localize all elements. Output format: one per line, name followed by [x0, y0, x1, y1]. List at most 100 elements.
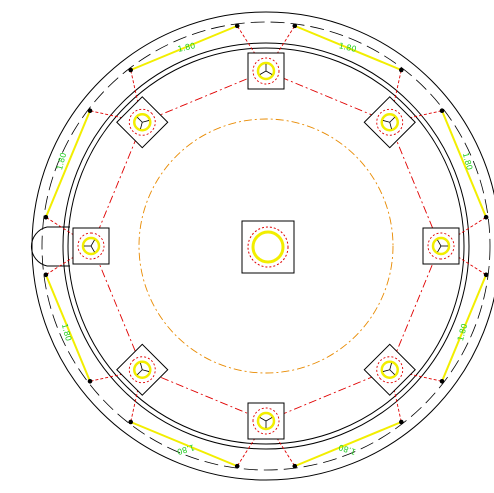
- column-node: [116, 343, 169, 396]
- black-dot: [399, 67, 404, 73]
- node-yellow-ring: [81, 236, 101, 256]
- node-red-circle: [252, 57, 280, 85]
- red-spoke-line: [130, 69, 143, 123]
- red-spoke-line: [89, 369, 143, 382]
- black-dot: [87, 108, 93, 113]
- node-tripod-line: [437, 245, 442, 253]
- node-tripod-line: [137, 369, 143, 375]
- dimension-label: 1.80: [461, 152, 474, 172]
- node-tripod-line: [382, 369, 390, 372]
- black-dot: [43, 214, 49, 220]
- yellow-segment: [130, 24, 238, 71]
- black-dot: [483, 272, 489, 278]
- node-tripod-line: [389, 362, 392, 370]
- node-tripod-line: [389, 117, 395, 123]
- outer-ring-dashed: [41, 21, 491, 471]
- yellow-segment: [294, 421, 402, 468]
- black-dot: [439, 379, 445, 384]
- red-spoke-lines: [45, 25, 487, 467]
- red-spoke-line: [45, 216, 92, 247]
- yellow-segment: [294, 24, 402, 71]
- center-pile-yellow-ring: [251, 230, 285, 264]
- yellow-segment: [441, 110, 488, 218]
- node-yellow-ring: [133, 113, 152, 132]
- red-spoke-line: [265, 420, 296, 467]
- node-tripod-line: [389, 122, 392, 130]
- column-node: [422, 227, 460, 265]
- black-dot: [292, 23, 298, 29]
- node-tripod-line: [259, 70, 267, 75]
- black-dot: [399, 419, 404, 425]
- node-tripod-line: [382, 120, 390, 123]
- center-pile-red-circle: [247, 226, 289, 268]
- black-dot: [87, 379, 93, 384]
- node-tripod-line: [389, 369, 395, 375]
- wall-ring-outer: [62, 42, 470, 450]
- node-red-circle: [128, 356, 156, 384]
- red-spoke-line: [130, 369, 143, 423]
- dimension-label: 1.80: [177, 41, 196, 54]
- node-tripod-line: [137, 117, 143, 123]
- dimension-label: 1.80: [55, 152, 68, 172]
- black-dot: [128, 419, 133, 425]
- yellow-segment: [441, 274, 488, 382]
- node-red-circle: [427, 232, 455, 260]
- node-yellow-ring: [256, 61, 276, 81]
- column-node: [363, 343, 416, 396]
- node-red-circle: [77, 232, 105, 260]
- yellow-segment: [44, 110, 91, 218]
- red-spoke-line: [236, 420, 267, 467]
- node-tripod-line: [437, 239, 442, 247]
- black-dots: [43, 23, 489, 469]
- red-spoke-line: [45, 245, 92, 276]
- node-tripod-line: [140, 122, 143, 130]
- column-node: [116, 96, 169, 149]
- center-pile: [241, 220, 295, 274]
- dimension-label: 1.80: [338, 41, 357, 54]
- node-tripod-line: [140, 362, 143, 370]
- black-dot: [439, 108, 445, 113]
- red-spoke-line: [389, 110, 443, 123]
- node-tripod-line: [142, 120, 150, 123]
- node-tripod-line: [142, 369, 150, 372]
- red-spoke-line: [440, 245, 487, 276]
- yellow-segment: [130, 421, 238, 468]
- node-yellow-ring: [380, 360, 399, 379]
- node-tripod-line: [259, 417, 267, 422]
- outer-ring-solid: [31, 11, 494, 481]
- red-spoke-line: [89, 110, 143, 123]
- orange-construction-circle: [138, 118, 394, 374]
- dimension-label: 1.80: [60, 323, 73, 343]
- node-red-circle: [128, 108, 156, 136]
- black-dot: [234, 463, 240, 469]
- node-yellow-ring: [256, 411, 276, 431]
- red-spoke-line: [440, 216, 487, 247]
- column-node: [72, 227, 110, 265]
- dimension-labels: 1.80 1.80 1.80 1.80 1.80 1.80 1.80 1.80: [55, 41, 474, 456]
- black-dot: [43, 272, 49, 278]
- node-tripod-line: [265, 417, 273, 422]
- node-yellow-ring: [431, 236, 451, 256]
- wall-ring-inner: [67, 47, 465, 445]
- column-node: [247, 52, 285, 90]
- node-tripod-line: [90, 245, 95, 253]
- black-dot: [292, 463, 298, 469]
- node-yellow-ring: [133, 360, 152, 379]
- yellow-segments: [44, 24, 488, 468]
- node-tripod-line: [265, 70, 273, 75]
- dimension-label: 1.80: [456, 323, 469, 343]
- black-dot: [483, 214, 489, 220]
- column-node: [247, 402, 285, 440]
- node-red-circle: [376, 108, 404, 136]
- red-spoke-line: [389, 69, 402, 123]
- column-node: [363, 96, 416, 149]
- red-spoke-line: [236, 25, 267, 72]
- center-pile-box: [241, 220, 295, 274]
- left-notch: [31, 226, 70, 267]
- node-tripod-line: [90, 239, 95, 247]
- column-nodes: [72, 52, 460, 440]
- red-spoke-line: [265, 25, 296, 72]
- black-dot: [234, 23, 240, 29]
- node-yellow-ring: [380, 113, 399, 132]
